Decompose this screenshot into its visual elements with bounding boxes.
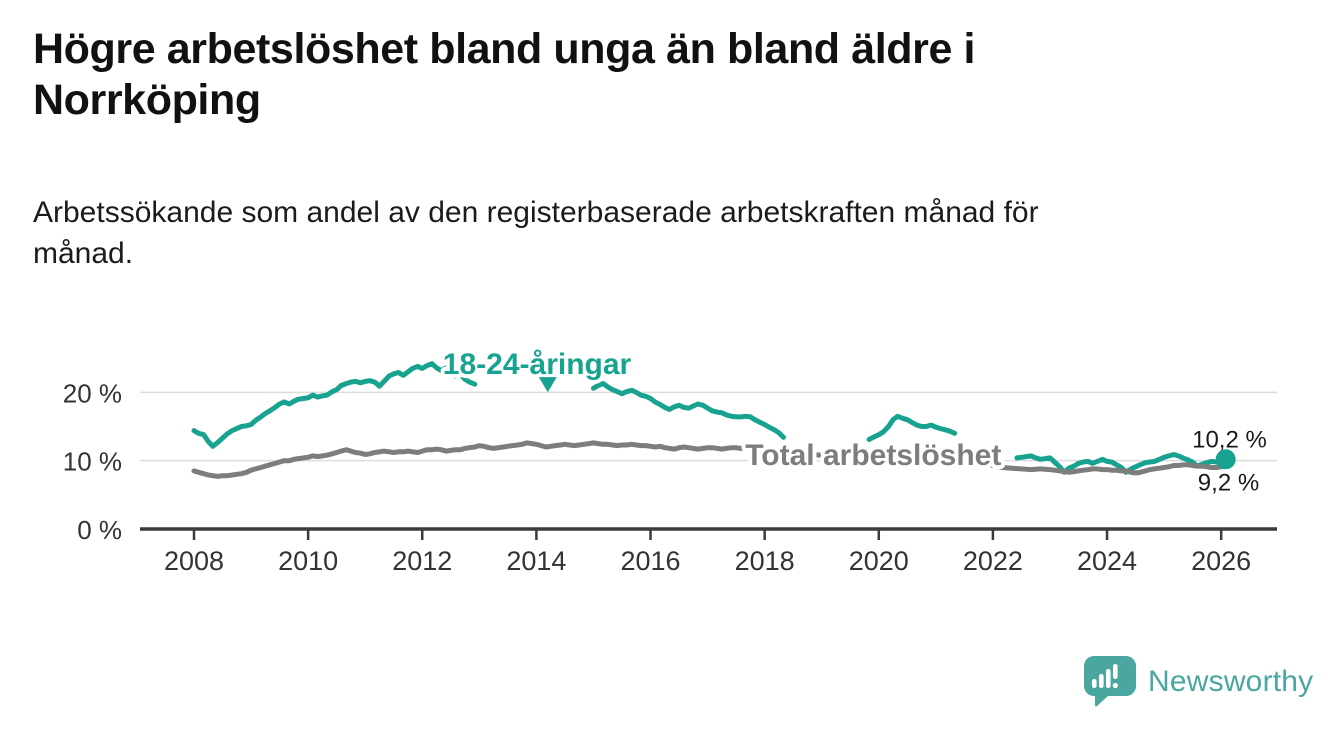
value-label-youth: 10,2 % <box>1192 427 1267 454</box>
page-subtitle: Arbetssökande som andel av den registerb… <box>33 196 1039 270</box>
y-tick-label: 10 % <box>63 447 122 477</box>
x-tick-label: 2016 <box>620 546 680 576</box>
newsworthy-logo: Newsworthy <box>1084 656 1313 707</box>
x-tick-label: 2020 <box>849 546 909 576</box>
y-tick-label: 20 % <box>63 378 122 408</box>
x-tick-label: 2026 <box>1191 546 1251 576</box>
series-label-total: Total arbetslöshet <box>745 439 1001 472</box>
newsworthy-wordmark: Newsworthy <box>1148 664 1314 698</box>
x-tick-label: 2022 <box>963 546 1023 576</box>
value-label-total: 9,2 % <box>1198 470 1259 497</box>
x-tick-label: 2018 <box>735 546 795 576</box>
bar-chart-glyph <box>1092 664 1118 689</box>
series-line-youth <box>1014 452 1229 475</box>
x-tick-label: 2014 <box>506 546 566 576</box>
series-line-total <box>191 440 1229 479</box>
page-title: Högre arbetslöshet bland unga än bland ä… <box>33 25 976 124</box>
series-line-youth <box>591 381 786 440</box>
x-tick-label: 2012 <box>392 546 452 576</box>
series-line-youth <box>866 413 958 442</box>
x-tick-label: 2024 <box>1077 546 1137 576</box>
x-tick-label: 2008 <box>164 546 224 576</box>
series-label-youth: 18-24-åringar <box>443 348 632 381</box>
series-line-youth <box>191 361 478 449</box>
series-end-dot-youth <box>1215 449 1236 470</box>
x-tick-label: 2010 <box>278 546 338 576</box>
arrow-down-icon <box>538 377 557 393</box>
y-tick-label: 0 % <box>77 515 122 545</box>
chart-header: Högre arbetslöshet bland unga än bland ä… <box>33 24 1313 125</box>
newsworthy-icon <box>1084 656 1136 707</box>
